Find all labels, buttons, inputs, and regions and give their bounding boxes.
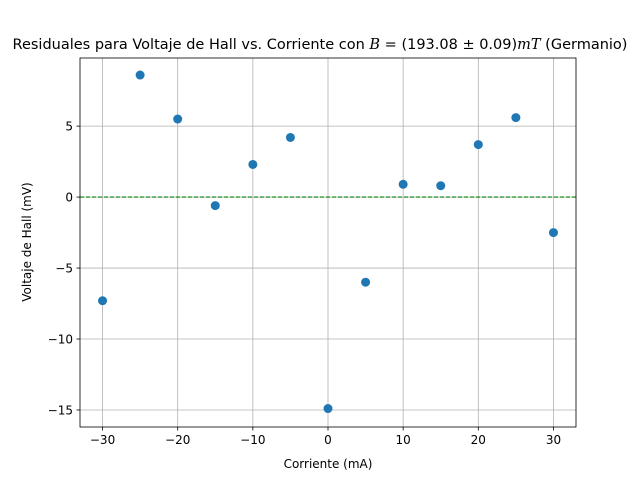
chart-title: Residuales para Voltaje de Hall vs. Corr… [13,37,628,53]
data-points [98,70,558,414]
data-point [248,159,258,169]
x-tick-label: −20 [165,433,190,447]
data-point [135,70,145,80]
data-point [210,201,220,211]
data-point [361,277,371,287]
title-math-var: B [368,37,380,53]
y-tick-label: −15 [48,403,73,417]
y-tick-label: 5 [65,119,73,133]
data-point [436,181,446,191]
y-tick-label: −5 [55,261,73,275]
x-tick-label: 10 [396,433,411,447]
x-tick-label: 30 [546,433,561,447]
data-point [473,140,483,150]
title-math-unit: mT [517,37,542,53]
data-point [285,132,295,142]
data-point [511,113,521,123]
y-axis-label: Voltaje de Hall (mV) [20,182,34,301]
x-tick-label: 20 [471,433,486,447]
title-suffix: (Germanio) [541,37,628,53]
x-axis-label: Corriente (mA) [284,457,373,471]
data-point [173,114,183,124]
y-tick-label: 0 [65,190,73,204]
title-math-mid: = (193.08 ± 0.09) [380,37,517,53]
grid-lines [80,58,576,427]
x-tick-label: 0 [324,433,332,447]
data-point [548,228,558,238]
title-prefix: Residuales para Voltaje de Hall vs. Corr… [13,37,370,53]
y-axis-ticks: −15 −10 −5 0 5 [48,119,80,417]
x-tick-label: −10 [240,433,265,447]
x-tick-label: −30 [90,433,115,447]
y-tick-label: −10 [48,332,73,346]
data-point [398,179,408,189]
x-axis-ticks: −30 −20 −10 0 10 20 30 [90,427,561,447]
data-point [323,404,333,414]
data-point [98,296,108,306]
